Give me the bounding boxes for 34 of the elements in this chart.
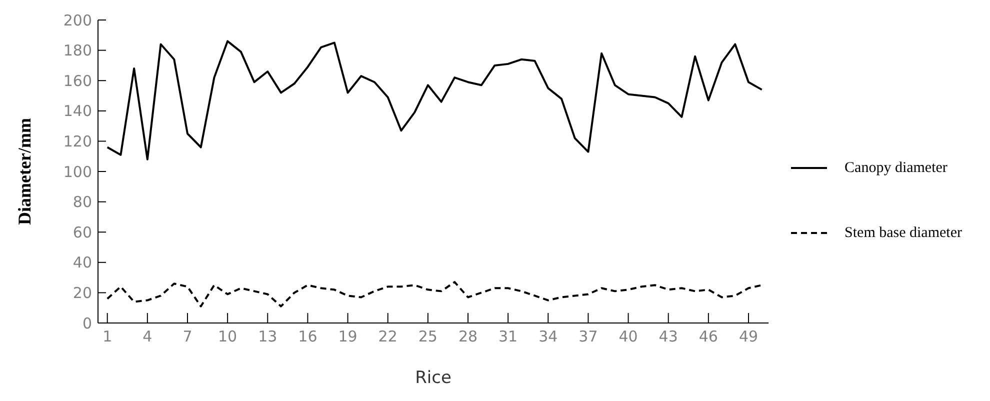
y-tick-label: 120 xyxy=(63,132,92,151)
x-tick-label: 22 xyxy=(378,328,398,346)
x-tick-label: 40 xyxy=(618,328,638,346)
x-axis-title: Rice xyxy=(415,368,452,388)
x-tick-label: 34 xyxy=(538,328,558,346)
x-tick-label: 31 xyxy=(498,328,518,346)
y-tick-label: 40 xyxy=(72,254,92,272)
x-tick-label: 16 xyxy=(298,328,318,346)
y-tick-label: 140 xyxy=(63,102,92,120)
x-tick-label: 37 xyxy=(578,328,598,346)
legend-label: Stem base diameter xyxy=(844,224,962,242)
y-tick-label: 0 xyxy=(82,314,92,332)
y-tick-label: 60 xyxy=(72,223,92,242)
x-tick-label: 28 xyxy=(458,328,478,346)
y-axis-title: Diameter/mm xyxy=(14,118,34,225)
x-tick-label: 49 xyxy=(738,328,758,346)
line-series xyxy=(106,281,763,308)
y-tick-label: 80 xyxy=(72,193,92,212)
x-tick-label: 43 xyxy=(658,328,678,346)
x-tick-label: 4 xyxy=(142,328,152,346)
line-series xyxy=(106,40,763,160)
y-tick-label: 20 xyxy=(72,284,92,302)
x-tick-label: 25 xyxy=(418,328,438,346)
x-tick-label: 13 xyxy=(258,328,278,346)
legend-label: Canopy diameter xyxy=(844,160,948,176)
y-tick-label: 200 xyxy=(63,11,92,30)
x-tick-label: 46 xyxy=(698,328,718,346)
y-tick-label: 100 xyxy=(63,162,92,181)
x-tick-label: 7 xyxy=(182,328,192,346)
y-tick-label: 180 xyxy=(63,42,92,60)
y-tick-label: 160 xyxy=(63,72,92,90)
x-tick-label: 10 xyxy=(218,328,238,346)
x-tick-label: 19 xyxy=(338,328,358,346)
x-tick-label: 1 xyxy=(102,328,112,346)
